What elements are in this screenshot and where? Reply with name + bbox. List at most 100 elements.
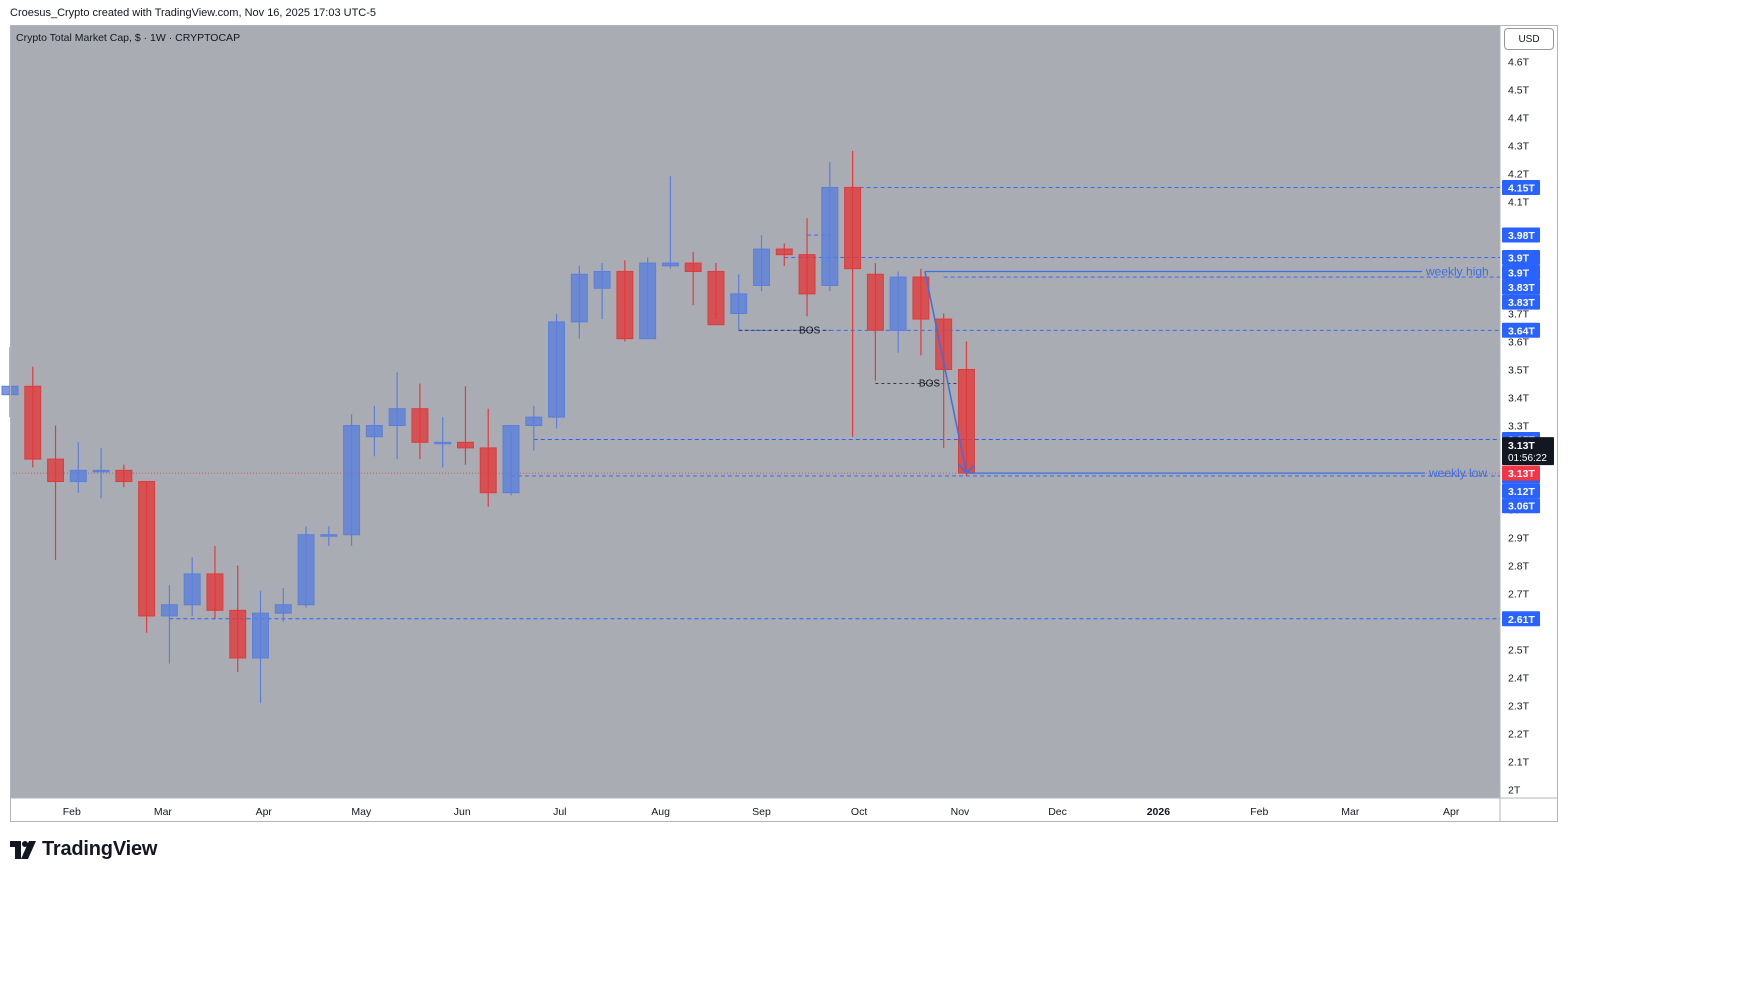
candle-body — [388, 408, 406, 427]
price-tick-label: 3.3T — [1508, 421, 1530, 433]
time-tick-label: Mar — [1341, 806, 1360, 818]
chart-frame — [10, 25, 1558, 822]
price-axis: 4.6T4.5T4.4T4.3T4.2T4.1T3.8T3.7T3.6T3.5T… — [1502, 56, 1554, 797]
price-tick-label: 2.7T — [1508, 589, 1530, 601]
current-price-red-label: 3.13T — [1508, 468, 1535, 480]
price-tick-label: 4.6T — [1508, 56, 1530, 68]
price-level-badge-label: 3.9T — [1508, 252, 1530, 264]
candle-body — [844, 186, 862, 270]
price-tick-label: 3.5T — [1508, 364, 1530, 376]
tradingview-logo-text: TradingView — [42, 838, 158, 860]
candles — [1, 151, 975, 703]
candle-body — [479, 447, 497, 494]
price-level-badge-label: 3.64T — [1508, 325, 1535, 337]
price-level-badge — [1502, 179, 1540, 195]
price-tick-label: 3.6T — [1508, 336, 1530, 348]
candle-body — [297, 534, 315, 606]
price-tick-label: 2.1T — [1508, 757, 1530, 769]
price-tick-label: 2.2T — [1508, 729, 1530, 741]
price-level-badge-label: 4.15T — [1508, 182, 1535, 194]
price-tick-label: 3.7T — [1508, 308, 1530, 320]
price-level-badge-label: 3.06T — [1508, 501, 1535, 513]
candle-body — [47, 458, 65, 483]
currency-button[interactable]: USD — [1504, 28, 1554, 50]
price-tick-label: 4.1T — [1508, 196, 1530, 208]
candle-body — [570, 273, 588, 323]
price-tick-label: 4.2T — [1508, 168, 1530, 180]
time-tick-label: Apr — [256, 806, 273, 818]
price-level-badge — [1502, 294, 1540, 310]
candle-body — [866, 273, 884, 331]
plot-background — [10, 25, 1500, 798]
price-level-badge — [1502, 322, 1540, 338]
candle-body — [639, 262, 657, 340]
current-price-label: 3.13T — [1508, 440, 1535, 452]
candle-body — [593, 270, 611, 289]
price-tick-label: 4.5T — [1508, 84, 1530, 96]
candle-body — [548, 321, 566, 418]
candle-body — [115, 469, 133, 483]
move-arrow-head — [957, 463, 975, 475]
price-level-badge-label: 3.83T — [1508, 297, 1535, 309]
time-axis: Feb Mar Apr May Jun Jul Aug Sep Oct Nov Dec 2026 Feb… — [63, 806, 1460, 818]
move-arrow-line — [924, 271, 968, 474]
candle-body — [616, 270, 634, 340]
price-level-badge-label: 3.83T — [1508, 282, 1535, 294]
bos-label: BOS — [919, 378, 940, 389]
time-tick-label: May — [351, 806, 372, 818]
price-axis-background — [1500, 25, 1558, 798]
price-level-badge — [1502, 611, 1540, 627]
candle-body — [138, 481, 156, 617]
price-tick-label: 4.4T — [1508, 112, 1530, 124]
price-level-badge — [1502, 227, 1540, 243]
candle-body — [365, 425, 383, 438]
price-level-badge-label: 2.61T — [1508, 614, 1535, 626]
time-tick-label: Feb — [1250, 806, 1268, 818]
time-tick-label: Jul — [553, 806, 566, 818]
price-level-badge-label: 3.12T — [1508, 486, 1535, 498]
candle-body — [730, 293, 748, 314]
time-tick-label: Feb — [63, 806, 81, 818]
candle-body — [92, 469, 110, 473]
candle-body — [456, 441, 474, 449]
candle-body — [320, 534, 338, 537]
time-tick-label: Apr — [1443, 806, 1460, 818]
current-price-red-badge — [1502, 465, 1540, 481]
candle-body — [753, 248, 770, 286]
price-level-badge-label: 3.98T — [1508, 230, 1535, 242]
weekly-low-label: weekly low — [1428, 466, 1487, 480]
annotations: weekly high weekly low BOS BOS — [799, 264, 1489, 480]
chart-title: Crypto Total Market Cap, $ · 1W · CRYPTO… — [16, 32, 240, 44]
candle-body — [69, 469, 87, 483]
candle-body — [343, 425, 361, 536]
price-tick-label: 4.3T — [1508, 140, 1530, 152]
tradingview-logo-icon — [10, 840, 36, 859]
time-tick-label: Dec — [1048, 806, 1067, 818]
horizontal-levels — [10, 186, 1500, 620]
time-tick-label: 2026 — [1147, 806, 1171, 818]
price-tick-label: 2.5T — [1508, 645, 1530, 657]
price-tick-label: 2.3T — [1508, 701, 1530, 713]
candle-body — [252, 612, 269, 659]
time-tick-label: Aug — [651, 806, 670, 818]
candle-body — [411, 408, 429, 443]
candle-body — [821, 186, 839, 286]
candle-body — [274, 604, 292, 614]
candle-body — [707, 270, 725, 326]
time-tick-label: Oct — [851, 806, 867, 818]
candle-body — [183, 573, 201, 606]
time-tick-label: Jun — [454, 806, 471, 818]
candle-body — [206, 573, 224, 611]
tradingview-logo[interactable]: TradingView — [10, 838, 157, 861]
price-level-badge — [1502, 249, 1540, 265]
price-tick-label: 2.9T — [1508, 533, 1530, 545]
time-axis-background — [10, 798, 1558, 822]
weekly-high-label: weekly high — [1425, 264, 1489, 278]
candle-body — [434, 441, 452, 445]
price-tick-label: 2T — [1508, 785, 1521, 797]
candle-body — [525, 416, 543, 427]
price-tick-label: 2.4T — [1508, 673, 1530, 685]
price-tick-label: 2.8T — [1508, 561, 1530, 573]
candle-body — [229, 609, 247, 659]
